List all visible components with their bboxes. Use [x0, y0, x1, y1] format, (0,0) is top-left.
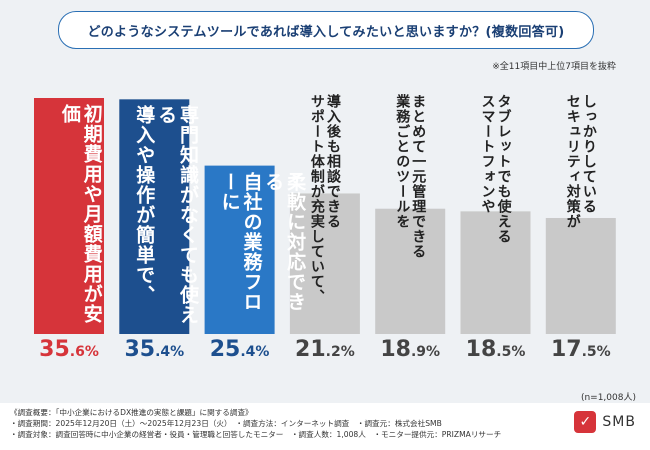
- bar-5: [375, 208, 446, 334]
- bar-label-5-col-2: 業務ごとのツールを: [394, 94, 411, 229]
- bar-label-6-col-1: タブレットでも使える: [495, 94, 512, 244]
- bar-label-4-col-1: 導入後も相談できる: [324, 94, 341, 229]
- value-label-2: 35.4%: [124, 337, 185, 362]
- bar-label-2-col-1: 専門知識がなくても使える: [155, 105, 199, 326]
- bar-label-3: 柔軟に対応できる 自社の業務フローに: [218, 171, 307, 330]
- bar-3: [204, 165, 275, 334]
- bar-label-2-col-2: 導入や操作が簡単で、: [133, 105, 156, 306]
- footer-line-2: ・調査期間：2025年12月20日（土）～2025年12月23日（火） ・調査方…: [10, 419, 442, 428]
- value-label-7: 17.5%: [550, 337, 611, 362]
- bar-label-3-col-1: 柔軟に対応できる: [262, 171, 307, 312]
- bar-1: [34, 98, 104, 334]
- bar-6: [460, 211, 531, 334]
- bar-4: [289, 193, 360, 334]
- bar-label-6-col-2: スマートフォンや: [479, 94, 496, 214]
- survey-footer: 《調査概要：「中小企業におけるDX推進の実態と課題」に関する調査》 ・調査期間：…: [0, 403, 650, 450]
- bar-label-7-col-2: セキュリティ対策が: [564, 94, 581, 229]
- chart-title-text: どのようなシステムツールであれば導入してみたいと思いますか？(複数回答可): [87, 24, 565, 40]
- sample-size: (n=1,008人): [580, 393, 636, 403]
- company-logo: ✓ SMB: [574, 411, 636, 433]
- value-label-5: 18.9%: [380, 337, 441, 362]
- bar-2: [119, 99, 190, 335]
- footer-line-1: 《調査概要：「中小企業におけるDX推進の実態と課題」に関する調査》: [10, 408, 253, 417]
- bar-7: [545, 217, 616, 334]
- bar-label-5: まとめて一元管理できる 業務ごとのツールを: [394, 94, 426, 259]
- bar-label-5-col-1: まとめて一元管理できる: [410, 94, 427, 259]
- value-label-6: 18.5%: [465, 337, 526, 362]
- footer-line-3: ・調査対象：調査回答時に中小企業の経営者・役員・管理職と回答したモニター ・調査…: [10, 430, 502, 439]
- bar-label-4-col-2: サポート体制が充実していて、: [308, 94, 325, 304]
- bar-label-4: 導入後も相談できる サポート体制が充実していて、: [309, 94, 341, 304]
- logo-text: SMB: [602, 414, 636, 430]
- smb-logo-icon: ✓: [574, 411, 597, 433]
- value-label-4: 21.2%: [295, 337, 355, 362]
- bar-label-7: しっかりしている セキュリティ対策が: [565, 94, 597, 229]
- bar-label-6: タブレットでも使える スマートフォンや: [479, 94, 511, 244]
- value-label-1: 35.6%: [39, 337, 99, 362]
- chart-title: どのようなシステムツールであれば導入してみたいと思いますか？(複数回答可): [58, 11, 594, 49]
- bar-label-1-col-1: 初期費用や月額費用が安価: [58, 104, 103, 324]
- extract-note: ※全11項目中上位7項目を抜粋: [492, 62, 616, 72]
- bar-label-7-col-1: しっかりしている: [580, 94, 597, 214]
- bar-label-2: 専門知識がなくても使える 導入や操作が簡単で、: [132, 105, 199, 330]
- bar-label-3-col-2: 自社の業務フローに: [218, 171, 263, 312]
- bar-label-1: 初期費用や月額費用が安価: [58, 104, 103, 330]
- value-label-3: 25.4%: [209, 337, 270, 362]
